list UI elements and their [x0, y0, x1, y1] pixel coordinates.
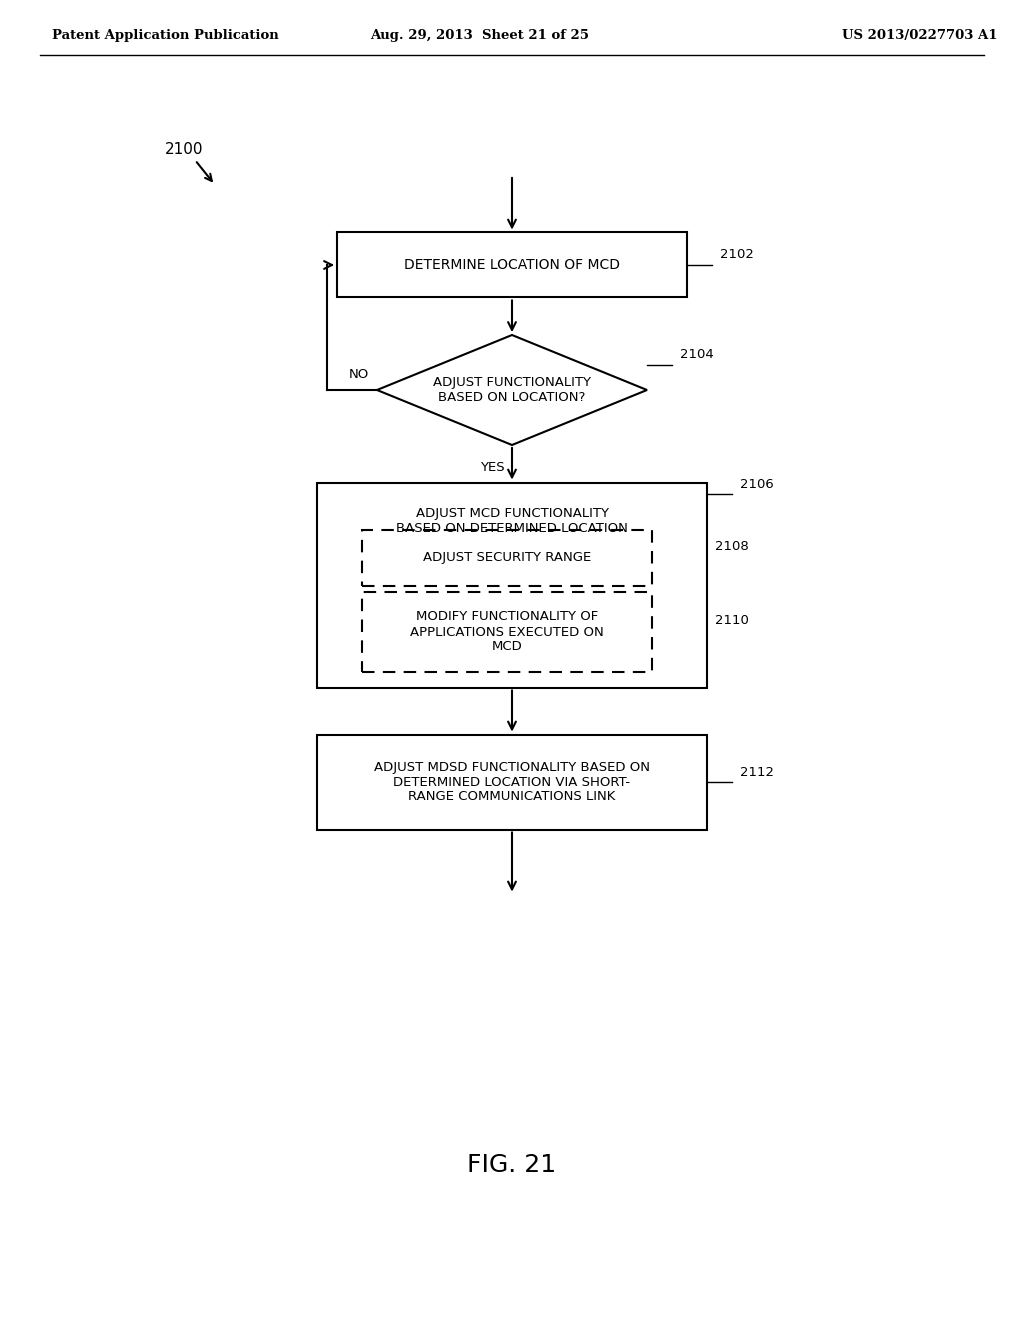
Text: 2108: 2108: [715, 540, 749, 553]
Text: FIG. 21: FIG. 21: [467, 1152, 557, 1177]
FancyBboxPatch shape: [362, 591, 652, 672]
Text: ADJUST SECURITY RANGE: ADJUST SECURITY RANGE: [423, 552, 591, 565]
Polygon shape: [377, 335, 647, 445]
Text: Aug. 29, 2013  Sheet 21 of 25: Aug. 29, 2013 Sheet 21 of 25: [371, 29, 590, 41]
FancyBboxPatch shape: [362, 531, 652, 586]
Text: NO: NO: [349, 368, 369, 381]
Text: ADJUST FUNCTIONALITY
BASED ON LOCATION?: ADJUST FUNCTIONALITY BASED ON LOCATION?: [433, 376, 591, 404]
Text: YES: YES: [479, 461, 504, 474]
Text: 2104: 2104: [680, 348, 714, 362]
Text: MODIFY FUNCTIONALITY OF
APPLICATIONS EXECUTED ON
MCD: MODIFY FUNCTIONALITY OF APPLICATIONS EXE…: [411, 610, 604, 653]
Text: ADJUST MDSD FUNCTIONALITY BASED ON
DETERMINED LOCATION VIA SHORT-
RANGE COMMUNIC: ADJUST MDSD FUNCTIONALITY BASED ON DETER…: [374, 760, 650, 804]
Text: 2112: 2112: [740, 766, 774, 779]
Text: US 2013/0227703 A1: US 2013/0227703 A1: [843, 29, 997, 41]
FancyBboxPatch shape: [337, 232, 687, 297]
Text: 2102: 2102: [720, 248, 754, 261]
FancyBboxPatch shape: [317, 734, 707, 829]
Text: 2100: 2100: [165, 143, 204, 157]
Text: DETERMINE LOCATION OF MCD: DETERMINE LOCATION OF MCD: [404, 257, 620, 272]
Text: 2106: 2106: [740, 478, 774, 491]
Text: 2110: 2110: [715, 614, 749, 627]
Text: ADJUST MCD FUNCTIONALITY
BASED ON DETERMINED LOCATION: ADJUST MCD FUNCTIONALITY BASED ON DETERM…: [396, 507, 628, 535]
FancyBboxPatch shape: [317, 483, 707, 688]
Text: Patent Application Publication: Patent Application Publication: [52, 29, 279, 41]
